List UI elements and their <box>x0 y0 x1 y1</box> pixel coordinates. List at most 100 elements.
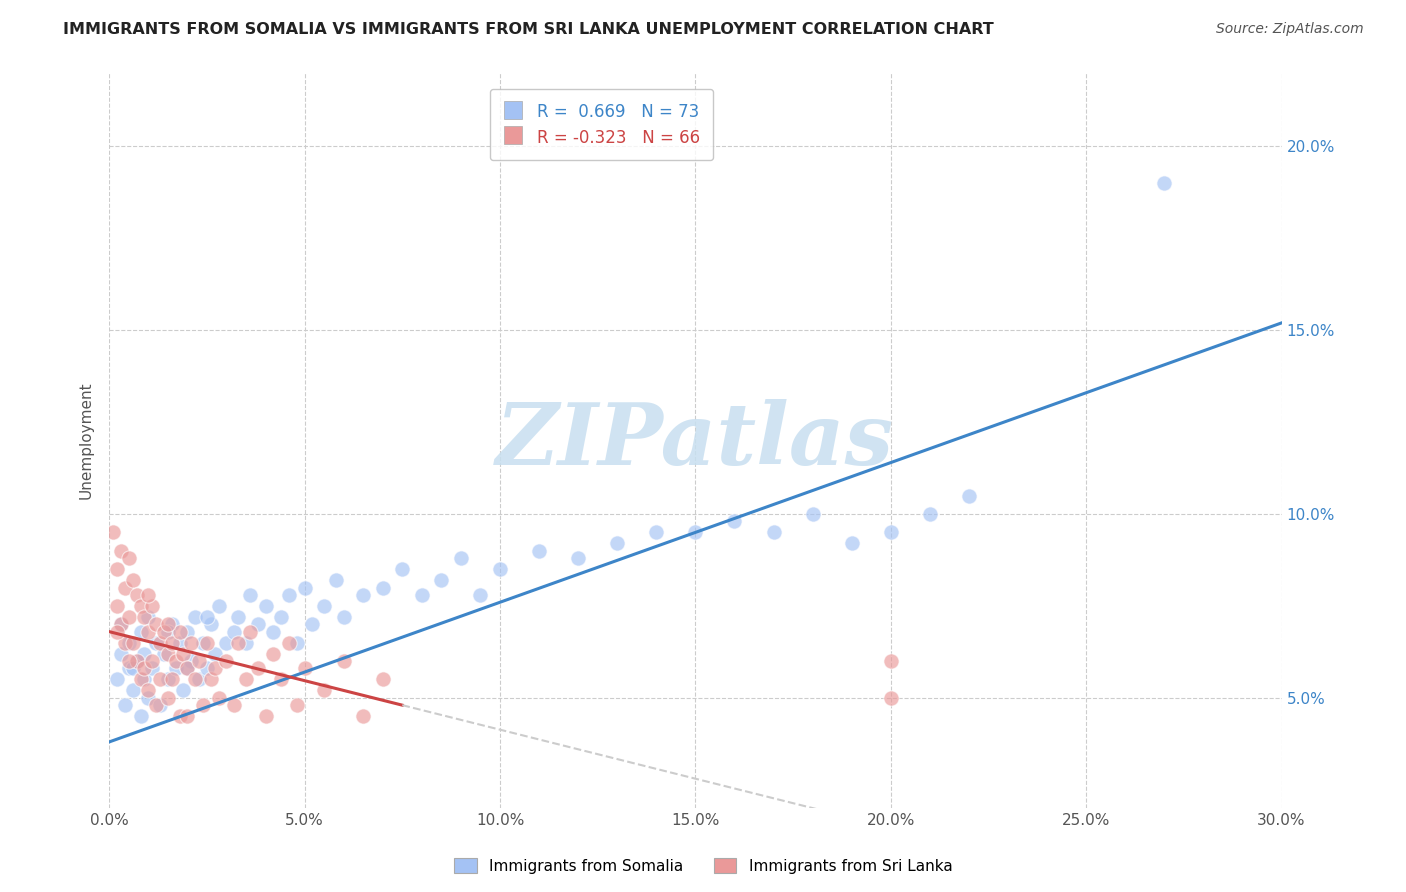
Point <box>294 661 316 675</box>
Point <box>918 507 941 521</box>
Point <box>101 525 124 540</box>
Point <box>156 673 179 687</box>
Point <box>136 690 159 705</box>
Point <box>176 661 198 675</box>
Point <box>160 617 183 632</box>
Point <box>411 588 433 602</box>
Point <box>114 698 136 713</box>
Point <box>254 599 277 613</box>
Point <box>121 683 143 698</box>
Point <box>173 647 195 661</box>
Point <box>149 698 172 713</box>
Point <box>224 624 246 639</box>
Point <box>314 599 336 613</box>
Point <box>226 635 249 649</box>
Point <box>285 698 308 713</box>
Point <box>118 635 141 649</box>
Point <box>134 661 156 675</box>
Point <box>110 543 132 558</box>
Point <box>105 562 128 576</box>
Point <box>352 588 374 602</box>
Point <box>285 635 308 649</box>
Point <box>215 654 238 668</box>
Point <box>841 536 863 550</box>
Point <box>606 536 628 550</box>
Point <box>156 617 179 632</box>
Point <box>114 581 136 595</box>
Point <box>200 617 222 632</box>
Point <box>129 709 152 723</box>
Point <box>332 610 354 624</box>
Point <box>176 709 198 723</box>
Point <box>136 610 159 624</box>
Point <box>1153 176 1175 190</box>
Point <box>176 661 198 675</box>
Point <box>567 551 589 566</box>
Point <box>224 698 246 713</box>
Point <box>173 683 195 698</box>
Text: IMMIGRANTS FROM SOMALIA VS IMMIGRANTS FROM SRI LANKA UNEMPLOYMENT CORRELATION CH: IMMIGRANTS FROM SOMALIA VS IMMIGRANTS FR… <box>63 22 994 37</box>
Legend: R =  0.669   N = 73, R = -0.323   N = 66: R = 0.669 N = 73, R = -0.323 N = 66 <box>491 88 713 161</box>
Point <box>145 635 167 649</box>
Point <box>391 562 413 576</box>
Point <box>301 617 323 632</box>
Point <box>105 599 128 613</box>
Point <box>191 635 214 649</box>
Legend: Immigrants from Somalia, Immigrants from Sri Lanka: Immigrants from Somalia, Immigrants from… <box>447 852 959 880</box>
Point <box>134 610 156 624</box>
Point <box>208 690 231 705</box>
Point <box>762 525 785 540</box>
Point <box>121 573 143 587</box>
Point <box>262 624 284 639</box>
Point <box>685 525 707 540</box>
Point <box>278 588 301 602</box>
Point <box>184 673 207 687</box>
Point <box>118 551 141 566</box>
Point <box>195 610 218 624</box>
Point <box>226 610 249 624</box>
Point <box>270 610 292 624</box>
Point <box>489 562 512 576</box>
Point <box>325 573 347 587</box>
Point <box>723 515 745 529</box>
Point <box>188 673 211 687</box>
Point <box>129 673 152 687</box>
Point <box>118 661 141 675</box>
Point <box>371 673 394 687</box>
Point <box>239 624 262 639</box>
Point <box>801 507 824 521</box>
Point <box>184 610 207 624</box>
Point <box>314 683 336 698</box>
Point <box>195 661 218 675</box>
Point <box>262 647 284 661</box>
Point <box>169 709 191 723</box>
Point <box>110 647 132 661</box>
Point <box>149 635 172 649</box>
Point <box>145 617 167 632</box>
Point <box>254 709 277 723</box>
Point <box>149 673 172 687</box>
Point <box>129 599 152 613</box>
Point <box>246 661 269 675</box>
Point <box>118 654 141 668</box>
Point <box>169 635 191 649</box>
Point <box>165 654 187 668</box>
Point <box>235 635 257 649</box>
Point <box>156 624 179 639</box>
Point <box>105 624 128 639</box>
Point <box>125 654 148 668</box>
Point <box>880 525 903 540</box>
Point <box>118 610 141 624</box>
Point <box>278 635 301 649</box>
Point <box>114 635 136 649</box>
Point <box>371 581 394 595</box>
Text: ZIPatlas: ZIPatlas <box>496 399 894 483</box>
Point <box>294 581 316 595</box>
Point <box>215 635 238 649</box>
Point <box>332 654 354 668</box>
Point <box>125 654 148 668</box>
Point <box>470 588 492 602</box>
Point <box>156 647 179 661</box>
Point <box>191 698 214 713</box>
Point <box>134 647 156 661</box>
